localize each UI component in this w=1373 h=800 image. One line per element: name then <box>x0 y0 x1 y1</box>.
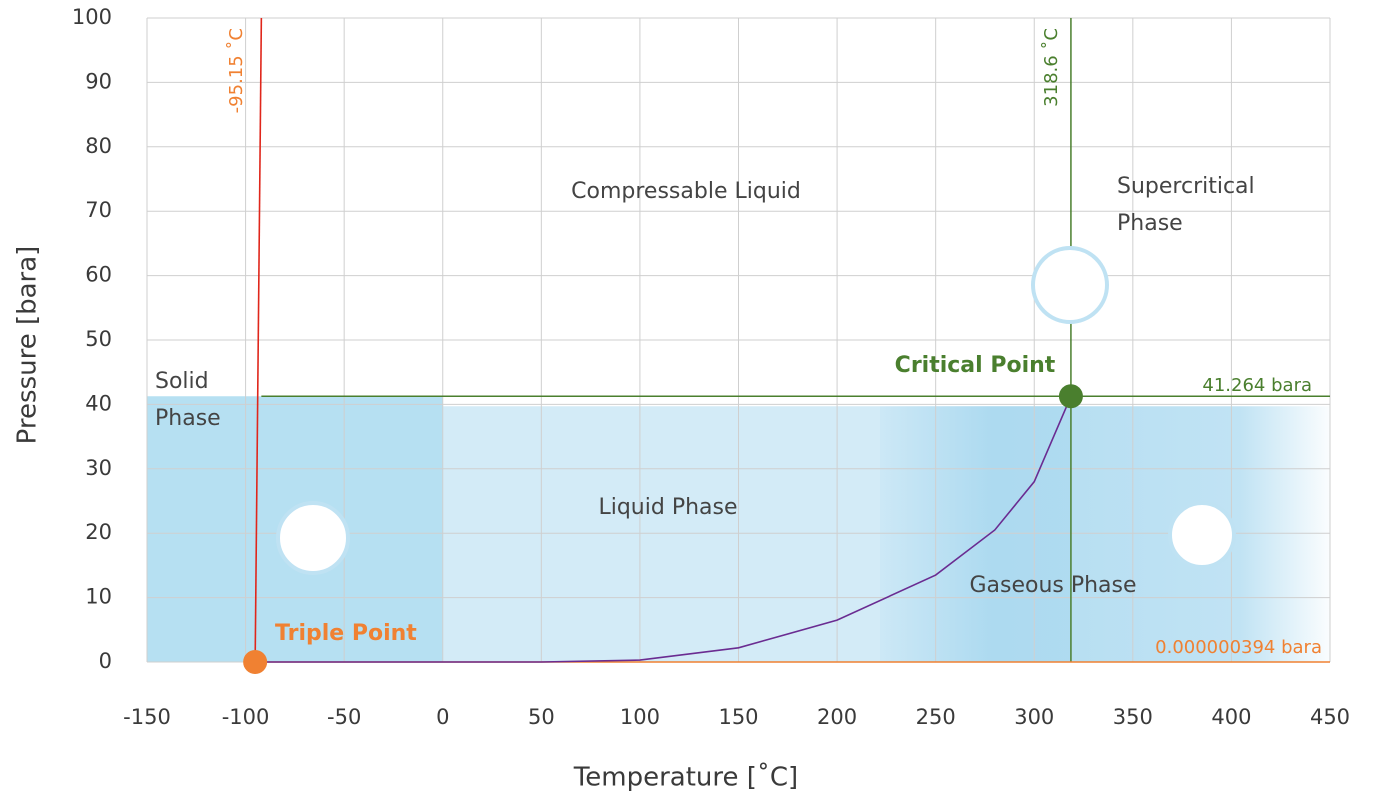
solid-phase-label: Phase <box>155 406 221 431</box>
x-tick-label: 150 <box>718 705 758 729</box>
x-tick-label: -100 <box>222 705 270 729</box>
x-tick-label: -50 <box>327 705 361 729</box>
phase-point <box>243 650 268 674</box>
curve <box>254 17 263 663</box>
critical-point-label: Critical Point <box>895 353 1056 378</box>
phase-point <box>1058 384 1083 409</box>
y-tick-label: 60 <box>85 263 112 287</box>
marks <box>243 17 1330 674</box>
solid-phase-label: Solid <box>155 369 209 394</box>
molecule-icons <box>276 246 1236 575</box>
x-tick-label: 250 <box>916 705 956 729</box>
y-tick-label: 50 <box>85 327 112 351</box>
supercritical-label: Supercritical <box>1117 174 1255 199</box>
molecule-icon <box>1168 501 1236 569</box>
liquid-phase-label: Liquid Phase <box>598 495 737 520</box>
y-tick-label: 30 <box>85 456 112 480</box>
compressable-liquid-label: Compressable Liquid <box>571 179 801 204</box>
gaseous-phase-label: Gaseous Phase <box>969 573 1136 598</box>
y-tick-label: 20 <box>85 520 112 544</box>
critical-pressure-label: 41.264 bara <box>1202 375 1312 396</box>
regions-shading <box>147 396 1330 662</box>
triple-temperature-note: -95.15 ˚C <box>226 28 247 113</box>
y-tick-label: 100 <box>72 5 112 29</box>
y-tick-label: 80 <box>85 134 112 158</box>
y-axis-title: Pressure [bara] <box>13 246 43 445</box>
y-tick-label: 40 <box>85 391 112 415</box>
molecule-icon <box>1031 246 1109 324</box>
x-tick-label: -150 <box>123 705 171 729</box>
triple-point-label: Triple Point <box>275 621 417 646</box>
x-tick-label: 450 <box>1310 705 1350 729</box>
x-tick-label: 0 <box>436 705 449 729</box>
gas-region <box>880 406 1330 662</box>
x-tick-label: 400 <box>1211 705 1251 729</box>
critical-temperature-label: 318.6 ˚C <box>1041 28 1062 107</box>
y-tick-label: 70 <box>85 198 112 222</box>
x-tick-label: 100 <box>620 705 660 729</box>
y-tick-label: 10 <box>85 585 112 609</box>
curve <box>255 395 1072 663</box>
molecule-icon <box>276 501 350 575</box>
x-tick-label: 350 <box>1113 705 1153 729</box>
x-tick-label: 200 <box>817 705 857 729</box>
triple-pressure-label: 0.000000394 bara <box>1155 637 1322 658</box>
x-tick-label: 50 <box>528 705 555 729</box>
y-tick-label: 0 <box>99 649 112 673</box>
y-tick-label: 90 <box>85 69 112 93</box>
x-tick-label: 300 <box>1014 705 1054 729</box>
x-axis-title: Temperature [˚C] <box>573 763 798 793</box>
supercritical-label: Phase <box>1117 211 1183 236</box>
